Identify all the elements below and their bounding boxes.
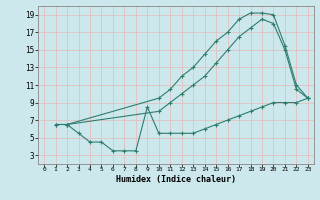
- X-axis label: Humidex (Indice chaleur): Humidex (Indice chaleur): [116, 175, 236, 184]
